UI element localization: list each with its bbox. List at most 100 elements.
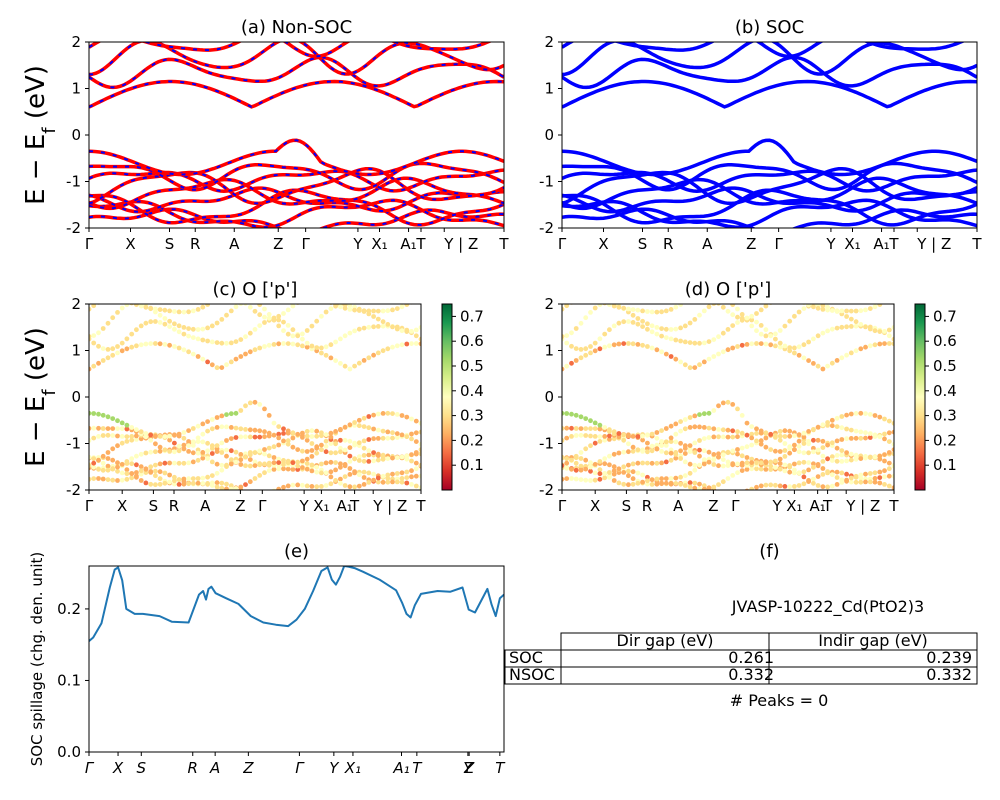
projection-point: [562, 426, 565, 431]
projection-point: [588, 460, 593, 466]
projection-point: [247, 427, 253, 433]
xtick-label: X₁: [313, 497, 329, 515]
projection-point: [101, 298, 106, 303]
projection-point: [257, 323, 263, 328]
projection-point: [319, 350, 324, 356]
projection-point: [205, 481, 211, 487]
projection-point: [673, 421, 679, 427]
projection-point: [801, 434, 807, 440]
projection-point: [352, 456, 357, 462]
projection-point: [105, 450, 111, 455]
projection-point: [882, 436, 887, 442]
projection-point: [300, 433, 305, 438]
projection-point: [649, 448, 655, 454]
xtick-label: S: [149, 497, 159, 515]
projection-point: [285, 331, 291, 337]
projection-point: [361, 445, 367, 451]
projection-point: [792, 484, 797, 489]
projection-point: [872, 454, 878, 460]
projection-point: [711, 434, 717, 440]
projection-point: [110, 446, 116, 452]
projection-point: [385, 472, 391, 478]
projection-point: [271, 315, 277, 321]
projection-point: [209, 426, 215, 432]
projection-point: [342, 447, 348, 453]
projection-point: [867, 479, 873, 485]
projection-point: [673, 450, 679, 455]
projection-point: [792, 313, 797, 319]
projection-point: [777, 461, 783, 466]
projection-point: [749, 323, 755, 329]
projection-point: [867, 343, 873, 349]
projection-point: [115, 350, 120, 356]
projection-point: [877, 480, 883, 486]
projection-point: [583, 457, 589, 463]
panel-a-bands: [89, 42, 504, 228]
projection-point: [630, 312, 636, 318]
projection-point: [758, 441, 764, 447]
projection-point: [371, 308, 376, 314]
projection-point: [848, 350, 854, 356]
projection-point: [309, 343, 315, 349]
projection-point: [673, 356, 679, 362]
projection-point: [380, 308, 386, 314]
projection-point: [257, 448, 263, 454]
projection-point: [233, 449, 239, 455]
projection-point: [148, 319, 154, 325]
projection-point: [782, 462, 788, 468]
projection-point: [777, 466, 783, 472]
projection-point: [877, 453, 883, 459]
projection-point: [782, 428, 788, 434]
projection-point: [635, 316, 641, 321]
projection-point: [190, 459, 196, 465]
projection-point: [266, 445, 272, 451]
projection-point: [573, 476, 579, 482]
projection-point: [682, 451, 688, 456]
colorbar-tick-label: 0.2: [933, 431, 957, 449]
projection-point: [394, 326, 400, 332]
projection-point: [616, 320, 622, 326]
projection-point: [300, 482, 305, 488]
projection-point: [195, 307, 201, 312]
projection-point: [716, 304, 721, 306]
projection-point: [787, 295, 792, 300]
projection-point: [186, 349, 192, 355]
projection-point: [730, 428, 736, 434]
projection-point: [115, 296, 120, 301]
projection-point: [891, 451, 894, 457]
projection-point: [91, 340, 97, 346]
projection-point: [663, 308, 669, 314]
projection-point: [190, 308, 196, 314]
projection-point: [124, 422, 130, 428]
projection-point: [324, 298, 329, 303]
projection-point: [162, 342, 168, 347]
projection-point: [630, 481, 636, 487]
projection-point: [323, 449, 329, 455]
projection-point: [768, 431, 774, 437]
projection-point: [390, 411, 395, 416]
colorbar-tick-label: 0.7: [933, 307, 957, 325]
projection-point: [319, 461, 324, 467]
projection-point: [153, 473, 158, 479]
projection-point: [663, 426, 669, 431]
projection-point: [257, 345, 263, 351]
projection-point: [796, 432, 802, 438]
projection-point: [262, 434, 267, 440]
projection-point: [247, 457, 253, 462]
projection-point: [806, 467, 811, 473]
projection-point: [773, 448, 778, 454]
projection-point: [124, 459, 130, 464]
projection-point: [257, 462, 263, 468]
projection-point: [119, 434, 125, 439]
projection-point: [105, 432, 111, 438]
projection-point: [319, 433, 324, 439]
projection-point: [844, 458, 849, 464]
projection-point: [744, 455, 750, 460]
projection-point: [243, 482, 248, 487]
projection-point: [649, 482, 655, 487]
projection-point: [687, 320, 693, 326]
projection-point: [815, 483, 821, 488]
band-line: [562, 176, 977, 211]
projection-point: [333, 339, 338, 345]
